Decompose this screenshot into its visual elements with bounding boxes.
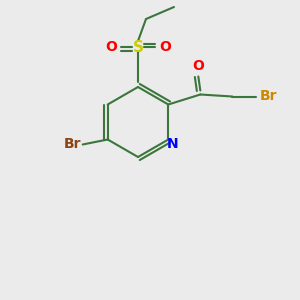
Text: S: S [133,40,143,55]
Text: N: N [167,137,178,152]
Text: O: O [159,40,171,54]
Text: O: O [105,40,117,54]
Text: Br: Br [260,89,277,103]
Text: O: O [192,58,204,73]
Text: Br: Br [64,137,81,152]
